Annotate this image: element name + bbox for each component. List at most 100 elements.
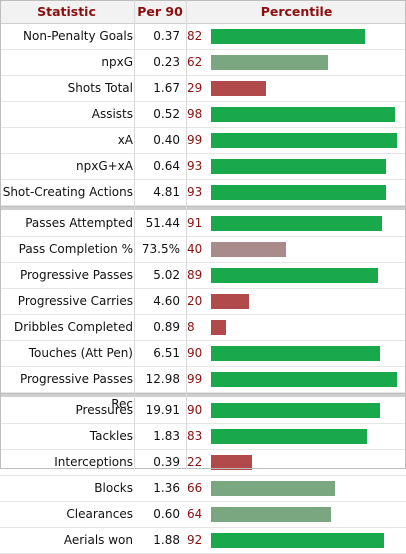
table-row: Assists 0.52 98	[0, 102, 406, 128]
percentile-bar	[211, 507, 331, 522]
percentile-bar	[211, 346, 380, 361]
per90-cell: 1.88	[153, 533, 180, 547]
percentile-bar	[211, 455, 252, 470]
percentile-bar	[211, 55, 328, 70]
percentile-bar	[211, 268, 378, 283]
per90-cell: 0.40	[153, 133, 180, 147]
per90-cell: 1.67	[153, 81, 180, 95]
percentile-cell: 92	[187, 533, 203, 547]
table-row: Progressive Carries 4.60 20	[0, 289, 406, 315]
statistic-cell: Pass Completion %	[18, 242, 133, 256]
percentile-cell: 82	[187, 29, 203, 43]
percentile-cell: 20	[187, 294, 203, 308]
table-row: Dribbles Completed 0.89 8	[0, 315, 406, 341]
percentile-cell: 99	[187, 372, 203, 386]
percentile-cell: 64	[187, 507, 203, 521]
percentile-cell: 89	[187, 268, 203, 282]
table-row: npxG+xA 0.64 93	[0, 154, 406, 180]
percentile-column-header[interactable]: Percentile	[260, 4, 333, 19]
percentile-bar	[211, 107, 395, 122]
percentile-bar	[211, 372, 397, 387]
percentile-bar	[211, 242, 286, 257]
column-divider	[186, 0, 187, 469]
percentile-bar	[211, 159, 386, 174]
table-row: xA 0.40 99	[0, 128, 406, 154]
statistic-cell: Touches (Att Pen)	[28, 346, 133, 360]
table-row: npxG 0.23 62	[0, 50, 406, 76]
percentile-cell: 8	[187, 320, 195, 334]
statistic-cell: Assists	[91, 107, 133, 121]
column-divider	[134, 0, 135, 469]
statistic-cell: Shot-Creating Actions	[2, 185, 133, 199]
statistic-column-header[interactable]: Statistic	[37, 4, 96, 19]
statistic-cell: Clearances	[66, 507, 133, 521]
per90-cell: 1.83	[153, 429, 180, 443]
per90-cell: 0.60	[153, 507, 180, 521]
statistic-cell: Non-Penalty Goals	[23, 29, 133, 43]
percentile-cell: 93	[187, 159, 203, 173]
table-row: Passes Attempted 51.44 91	[0, 211, 406, 237]
per90-cell: 1.36	[153, 481, 180, 495]
table-row: Touches (Att Pen) 6.51 90	[0, 341, 406, 367]
percentile-cell: 29	[187, 81, 203, 95]
table-header: Statistic Per 90 Percentile	[0, 0, 406, 24]
per90-column-header[interactable]: Per 90	[137, 4, 183, 19]
percentile-cell: 91	[187, 216, 203, 230]
percentile-bar	[211, 81, 266, 96]
percentile-bar	[211, 403, 380, 418]
statistic-cell: Tackles	[89, 429, 133, 443]
per90-cell: 51.44	[145, 216, 180, 230]
percentile-bar	[211, 29, 365, 44]
percentile-bar	[211, 294, 249, 309]
per90-cell: 73.5%	[141, 242, 180, 256]
statistic-cell: npxG	[101, 55, 133, 69]
table-row: Tackles 1.83 83	[0, 424, 406, 450]
table-row: Shot-Creating Actions 4.81 93	[0, 180, 406, 206]
table-row: Progressive Passes Rec 12.98 99	[0, 367, 406, 411]
statistic-cell: Interceptions	[54, 455, 133, 469]
percentile-cell: 98	[187, 107, 203, 121]
percentile-bar	[211, 185, 386, 200]
percentile-cell: 93	[187, 185, 203, 199]
per90-cell: 4.81	[153, 185, 180, 199]
statistic-cell: Blocks	[94, 481, 133, 495]
percentile-cell: 62	[187, 55, 203, 69]
table-row: Clearances 0.60 64	[0, 502, 406, 528]
group-separator	[0, 206, 406, 210]
percentile-bar	[211, 216, 382, 231]
statistic-cell: Shots Total	[67, 81, 133, 95]
table-row: Aerials won 1.88 92	[0, 528, 406, 554]
percentile-bar	[211, 429, 367, 444]
percentile-bar	[211, 320, 226, 335]
statistic-cell: Aerials won	[63, 533, 133, 547]
table-row: Pass Completion % 73.5% 40	[0, 237, 406, 263]
percentile-cell: 90	[187, 403, 203, 417]
group-separator	[0, 393, 406, 397]
per90-cell: 0.64	[153, 159, 180, 173]
percentile-cell: 90	[187, 346, 203, 360]
per90-cell: 0.37	[153, 29, 180, 43]
statistic-cell: npxG+xA	[76, 159, 133, 173]
table-row: Pressures 19.91 90	[0, 398, 406, 424]
statistic-cell: Dribbles Completed	[14, 320, 133, 334]
per90-cell: 0.52	[153, 107, 180, 121]
per90-cell: 0.89	[153, 320, 180, 334]
table-row: Progressive Passes 5.02 89	[0, 263, 406, 289]
statistic-cell: Passes Attempted	[25, 216, 133, 230]
percentile-cell: 99	[187, 133, 203, 147]
statistic-cell: Progressive Passes	[19, 268, 133, 282]
statistic-cell: Progressive Carries	[17, 294, 133, 308]
percentile-cell: 83	[187, 429, 203, 443]
per90-cell: 6.51	[153, 346, 180, 360]
percentile-cell: 22	[187, 455, 203, 469]
table-row: Non-Penalty Goals 0.37 82	[0, 24, 406, 50]
percentile-bar	[211, 133, 397, 148]
per90-cell: 0.23	[153, 55, 180, 69]
table-row: Shots Total 1.67 29	[0, 76, 406, 102]
per90-cell: 0.39	[153, 455, 180, 469]
table-row: Interceptions 0.39 22	[0, 450, 406, 476]
statistic-cell: Progressive Passes Rec	[19, 372, 133, 411]
statistic-cell: xA	[117, 133, 133, 147]
table-row: Blocks 1.36 66	[0, 476, 406, 502]
